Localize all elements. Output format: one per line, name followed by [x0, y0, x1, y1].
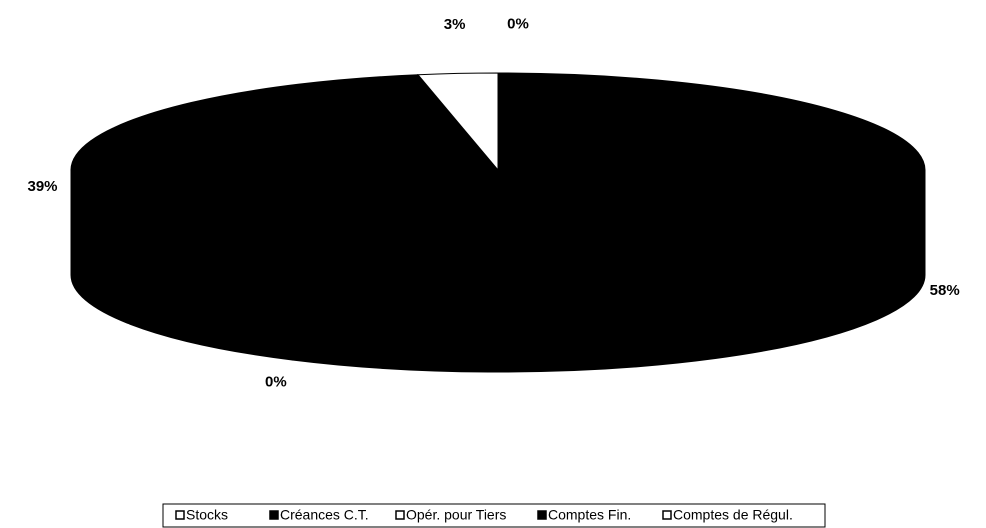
slice	[70, 74, 499, 256]
legend-swatch	[662, 510, 672, 520]
slice	[290, 72, 926, 268]
data-label: 58%	[930, 282, 960, 299]
legend-label: Comptes de Régul.	[673, 507, 793, 523]
legend-box	[162, 503, 826, 528]
legend-swatch	[269, 510, 279, 520]
legend-label: Stocks	[186, 507, 228, 523]
data-label: 0%	[265, 373, 287, 390]
data-labels: 0% 58% 0% 39% 3%	[28, 15, 960, 390]
legend-label: Opér. pour Tiers	[406, 507, 506, 523]
data-label: 3%	[444, 16, 466, 33]
data-label: 0%	[507, 15, 529, 32]
legend: Stocks Créances C.T. Opér. pour Tiers Compt…	[162, 503, 826, 528]
legend-label: Créances C.T.	[280, 507, 369, 523]
legend-swatch	[395, 510, 405, 520]
legend-swatch	[175, 510, 185, 520]
slice	[416, 72, 499, 172]
legend-label: Comptes Fin.	[548, 507, 631, 523]
data-label: 39%	[28, 178, 58, 195]
legend-swatch	[537, 510, 547, 520]
pie	[70, 72, 926, 373]
